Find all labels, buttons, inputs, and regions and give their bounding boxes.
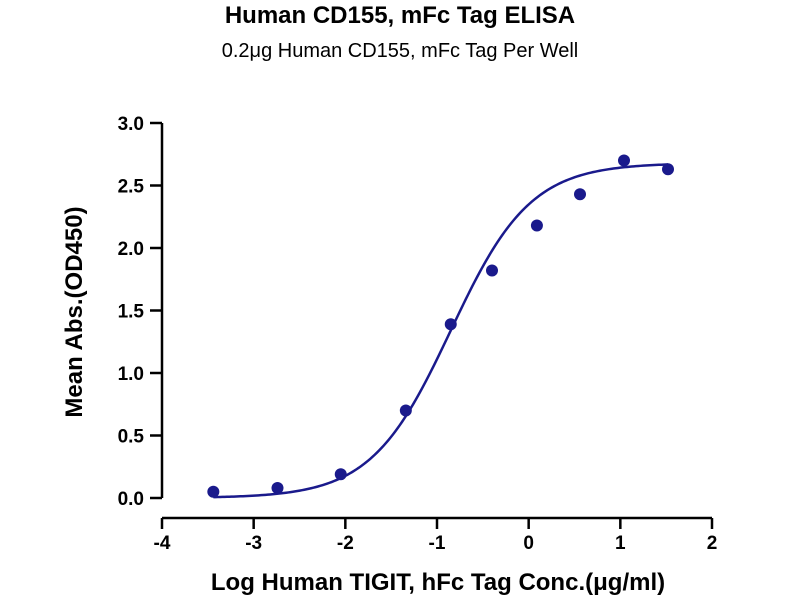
fit-curve-layer [213,163,669,499]
x-tick-label: 1 [615,533,626,554]
chart-title: Human CD155, mFc Tag ELISA [224,2,576,29]
x-tick-label: 2 [707,533,718,554]
y-tick-label: 1.5 [118,302,145,323]
y-tick-label: 1.0 [118,364,144,385]
data-point [444,318,457,331]
data-point [334,468,347,481]
x-tick-label: -2 [337,533,354,554]
data-point [271,482,284,494]
y-tick-label: 2.5 [118,177,145,198]
x-tick-label: -3 [245,533,262,554]
data-point [574,188,586,201]
x-axis-title: Log Human TIGIT, hFc Tag Conc.(μg/ml) [211,569,665,596]
data-point [399,404,412,417]
x-tick-label: -1 [429,533,446,554]
x-tick-label: 0 [523,533,534,554]
data-point [530,219,543,232]
data-points-layer [207,154,674,498]
y-tick-label: 0.0 [118,489,144,510]
y-tick-label: 0.5 [118,427,145,448]
y-tick-label: 3.0 [118,114,144,135]
fit-curve [213,163,669,499]
y-tick-label: 2.0 [118,239,144,260]
chart-subtitle: 0.2μg Human CD155, mFc Tag Per Well [221,40,579,62]
data-point [207,485,220,498]
y-axis-title: Mean Abs.(OD450) [61,206,88,417]
data-point [486,264,498,277]
data-point [662,163,674,176]
axes: 0.0 0.5 1.0 1.5 2.0 2.5 3.0 -4 -3 -2 -1 0 1 2 [118,114,718,554]
data-point [618,154,630,167]
x-tick-label: -4 [154,533,171,554]
